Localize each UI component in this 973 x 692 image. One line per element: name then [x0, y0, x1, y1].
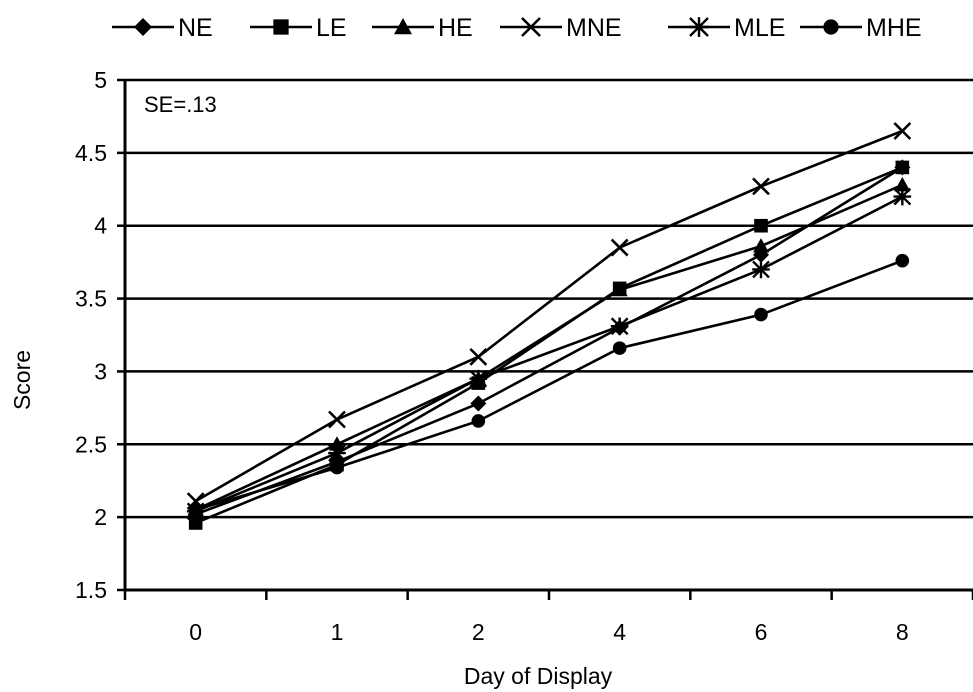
data-point	[610, 238, 629, 257]
data-point	[471, 414, 486, 428]
series-line	[195, 166, 904, 516]
series-mne	[186, 122, 912, 511]
y-tick-label: 1.5	[75, 577, 107, 603]
data-point	[895, 160, 910, 175]
series-lines	[186, 122, 912, 530]
series-le	[188, 160, 910, 530]
data-point	[752, 260, 770, 279]
data-point	[895, 253, 910, 268]
data-point	[188, 516, 203, 530]
data-point	[754, 307, 768, 322]
legend-marker	[394, 18, 412, 35]
legend-label: MLE	[734, 14, 785, 42]
x-tick-label: 6	[755, 619, 768, 645]
data-point	[610, 317, 629, 336]
axes: 1.5 2 2.5 3 3.5 4 4.5 5 0 1 2 4 6 8	[75, 67, 973, 645]
legend-item-le: LE	[250, 14, 347, 42]
data-point	[894, 176, 911, 192]
y-tick-label: 3	[94, 358, 107, 384]
y-tick-label: 4.5	[75, 140, 107, 166]
y-tick-label: 5	[94, 67, 107, 93]
legend-marker	[689, 17, 709, 37]
data-point	[328, 410, 346, 429]
data-point	[329, 436, 345, 451]
data-point	[753, 238, 769, 253]
legend-label: LE	[316, 14, 347, 42]
data-point	[469, 369, 488, 388]
y-tick-label: 3.5	[75, 286, 107, 312]
legend-marker	[134, 18, 152, 36]
se-annotation: SE=.13	[144, 92, 217, 117]
legend-label: MHE	[866, 14, 922, 42]
y-tick-label: 4	[94, 213, 107, 239]
series-line	[195, 166, 903, 525]
data-point	[612, 341, 627, 355]
data-point	[893, 122, 912, 140]
series-mhe	[188, 253, 910, 517]
x-tick-label: 1	[331, 619, 344, 645]
y-tick-label: 2	[94, 504, 107, 530]
legend-item-mhe: MHE	[800, 14, 922, 42]
legend-item-ne: NE	[112, 14, 213, 42]
legend-item-mle: MLE	[668, 14, 785, 42]
series-line	[195, 195, 903, 513]
data-point	[328, 444, 346, 462]
series-mle	[186, 187, 912, 521]
data-point	[330, 460, 344, 475]
x-tick-label: 4	[613, 619, 626, 645]
legend-item-mne: MNE	[500, 14, 622, 42]
x-axis-label: Day of Display	[464, 663, 613, 689]
data-point	[752, 177, 770, 196]
legend-item-he: HE	[372, 14, 473, 42]
legend-label: MNE	[566, 14, 622, 42]
series-he	[187, 176, 911, 517]
legend-marker	[521, 17, 541, 37]
legend-label: HE	[438, 14, 473, 42]
data-point	[469, 347, 488, 366]
gridlines	[125, 78, 973, 519]
data-point	[611, 281, 628, 297]
legend: NE LE HE MNE MLE MHE	[112, 14, 922, 42]
series-line	[195, 183, 903, 512]
legend-marker	[273, 19, 289, 35]
series-line	[195, 129, 903, 503]
x-tick-label: 8	[896, 619, 909, 645]
series-ne	[187, 159, 911, 523]
y-axis-label: Score	[9, 350, 35, 410]
data-point	[754, 218, 768, 233]
y-tick-label: 2.5	[75, 431, 107, 457]
data-point	[470, 395, 487, 412]
x-tick-label: 2	[472, 619, 485, 645]
legend-label: NE	[178, 14, 213, 42]
x-tick-label: 0	[189, 619, 202, 645]
series-line	[195, 259, 903, 512]
data-point	[188, 503, 203, 517]
data-point	[893, 187, 912, 206]
legend-marker	[823, 19, 839, 35]
